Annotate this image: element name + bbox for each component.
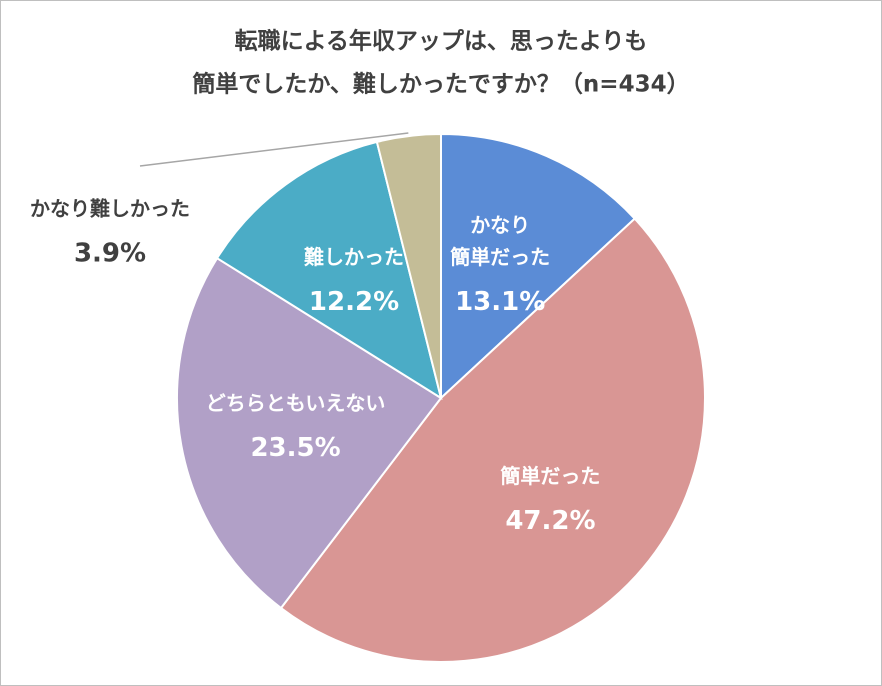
pie-slice [176, 256, 443, 610]
value-label: 3.9% [74, 239, 146, 269]
slice-label: 簡単だった [450, 245, 550, 269]
chart-title: 転職による年収アップは、思ったよりも [235, 28, 648, 55]
chart-title: 簡単でしたか、難しかったですか？（n=434） [192, 71, 689, 98]
pie-slice [440, 132, 637, 401]
pie-slice [279, 217, 706, 663]
pie-slice [215, 140, 443, 401]
slice-label: どちらともいえない [206, 391, 386, 415]
value-label: 12.2% [309, 287, 399, 317]
slice-label: かなり難しかった [30, 197, 190, 221]
value-label: 47.2% [505, 506, 595, 536]
leader-line [139, 132, 409, 167]
slice-label: 簡単だった [500, 464, 600, 488]
pie-slice [375, 132, 442, 399]
slice-label: かなり [470, 213, 530, 237]
slice-label: 難しかった [304, 245, 404, 269]
value-label: 23.5% [250, 433, 340, 463]
value-label: 13.1% [455, 287, 545, 317]
